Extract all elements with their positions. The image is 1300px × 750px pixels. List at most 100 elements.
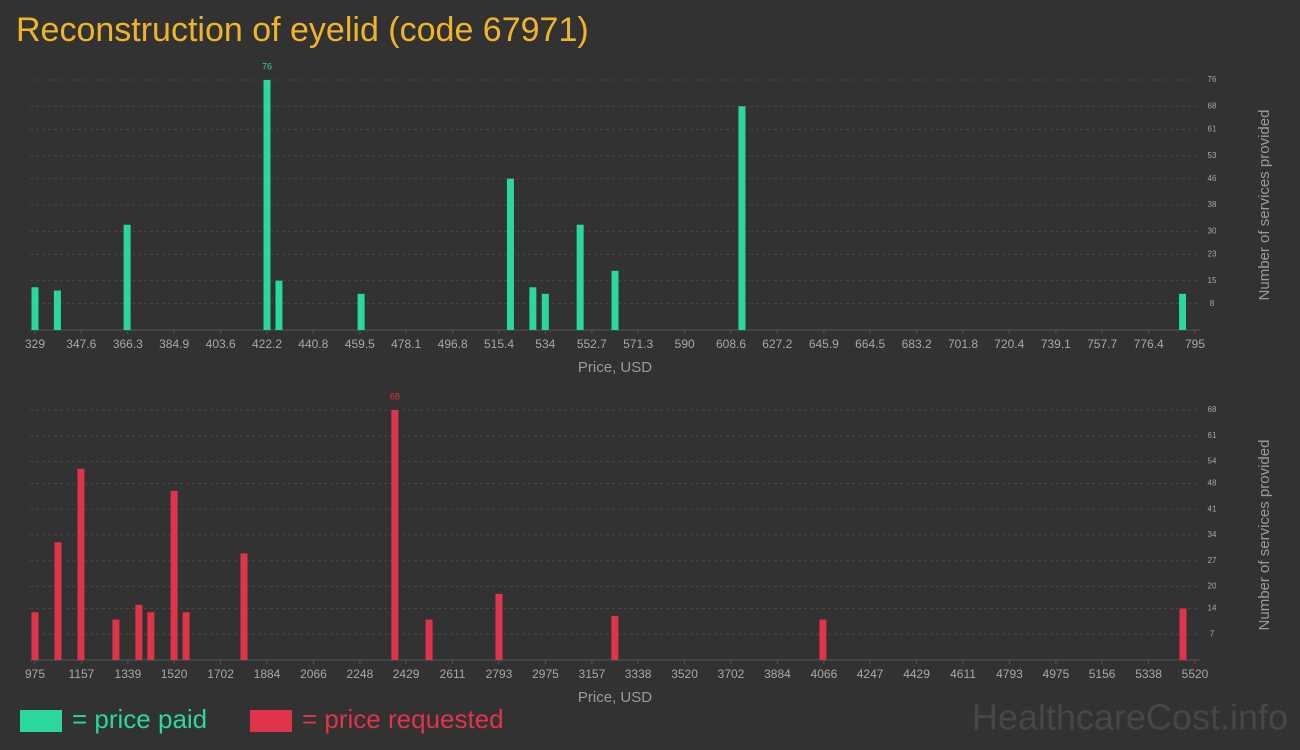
y-tick-label: 54 [1208,457,1217,466]
bar [611,270,619,330]
y-tick-label: 38 [1208,200,1217,209]
x-tick-label: 975 [25,667,45,681]
bar [77,468,85,660]
x-tick-label: 2248 [347,667,374,681]
x-tick-label: 4793 [996,667,1023,681]
x-tick-label: 701.8 [948,337,978,351]
x-tick-label: 3520 [671,667,698,681]
y-axis-title: Number of services provided [1256,440,1273,631]
x-tick-label: 496.8 [438,337,468,351]
bar [123,224,131,330]
bar [147,612,155,660]
bar [275,280,283,330]
x-tick-label: 5156 [1089,667,1116,681]
x-tick-label: 1884 [254,667,281,681]
x-tick-label: 1702 [207,667,234,681]
bar [529,287,537,330]
y-tick-label: 7 [1210,629,1215,638]
x-tick-label: 347.6 [66,337,96,351]
bar [135,604,143,660]
bar [819,619,827,660]
x-tick-label: 2975 [532,667,559,681]
x-tick-label: 3157 [579,667,606,681]
x-tick-label: 459.5 [345,337,375,351]
bar [31,612,39,660]
bar [506,178,514,330]
x-tick-label: 403.6 [206,337,236,351]
y-tick-label: 8 [1210,299,1215,308]
x-tick-label: 5520 [1182,667,1209,681]
x-tick-label: 1339 [115,667,142,681]
y-tick-label: 48 [1208,479,1217,488]
x-tick-label: 590 [675,337,695,351]
bar [53,290,61,330]
x-tick-label: 534 [535,337,555,351]
bar [31,287,39,330]
bar [54,542,62,660]
bar [611,615,619,660]
x-tick-label: 608.6 [716,337,746,351]
y-tick-label: 76 [1208,75,1217,84]
y-tick-label: 53 [1208,151,1217,160]
y-tick-label: 68 [1208,101,1217,110]
x-tick-label: 720.4 [994,337,1024,351]
x-tick-label: 1157 [69,667,95,681]
y-tick-label: 23 [1208,249,1217,258]
x-tick-label: 571.3 [623,337,653,351]
bar [1179,293,1187,330]
x-tick-label: 440.8 [298,337,328,351]
bar [541,293,549,330]
bar [1179,608,1187,660]
bar [495,593,503,660]
x-tick-label: 776.4 [1134,337,1164,351]
x-tick-label: 384.9 [159,337,189,351]
y-tick-label: 68 [1208,405,1217,414]
page-title: Reconstruction of eyelid (code 67971) [16,11,589,49]
y-tick-label: 15 [1208,276,1217,285]
x-tick-label: 2793 [486,667,513,681]
y-tick-label: 30 [1208,226,1217,235]
bar [357,293,365,330]
legend-swatch [20,710,62,732]
x-tick-label: 1520 [161,667,188,681]
legend-label: = price requested [302,704,504,734]
bar [240,553,248,660]
bar [263,80,271,330]
x-tick-label: 515.4 [484,337,514,351]
x-tick-label: 478.1 [391,337,421,351]
x-tick-label: 4611 [950,667,976,681]
data-label: 68 [390,391,400,401]
x-tick-label: 683.2 [902,337,932,351]
y-tick-label: 46 [1208,174,1217,183]
x-tick-label: 2429 [393,667,420,681]
bar [391,410,399,660]
x-tick-label: 4429 [903,667,930,681]
y-tick-label: 61 [1208,124,1217,133]
x-tick-label: 757.7 [1087,337,1117,351]
x-tick-label: 2066 [300,667,327,681]
x-tick-label: 422.2 [252,337,282,351]
x-tick-label: 795 [1185,337,1205,351]
x-tick-label: 552.7 [577,337,607,351]
bar [738,106,746,330]
x-tick-label: 739.1 [1041,337,1071,351]
legend-swatch [250,710,292,732]
y-tick-label: 20 [1208,582,1217,591]
watermark: HealthcareCost.info [972,697,1288,738]
y-tick-label: 14 [1208,604,1217,613]
x-axis-title: Price, USD [578,689,652,706]
x-tick-label: 5338 [1135,667,1162,681]
bar [576,224,584,330]
y-axis-title: Number of services provided [1256,110,1273,301]
bar [425,619,433,660]
x-tick-label: 645.9 [809,337,839,351]
x-axis-title: Price, USD [578,359,652,376]
y-tick-label: 34 [1208,530,1217,539]
x-tick-label: 3338 [625,667,652,681]
x-tick-label: 3884 [764,667,791,681]
x-tick-label: 4975 [1043,667,1070,681]
x-tick-label: 3702 [718,667,745,681]
x-tick-label: 4066 [811,667,838,681]
